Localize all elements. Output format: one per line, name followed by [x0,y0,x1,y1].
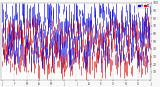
Legend: H, D: H, D [137,3,149,8]
